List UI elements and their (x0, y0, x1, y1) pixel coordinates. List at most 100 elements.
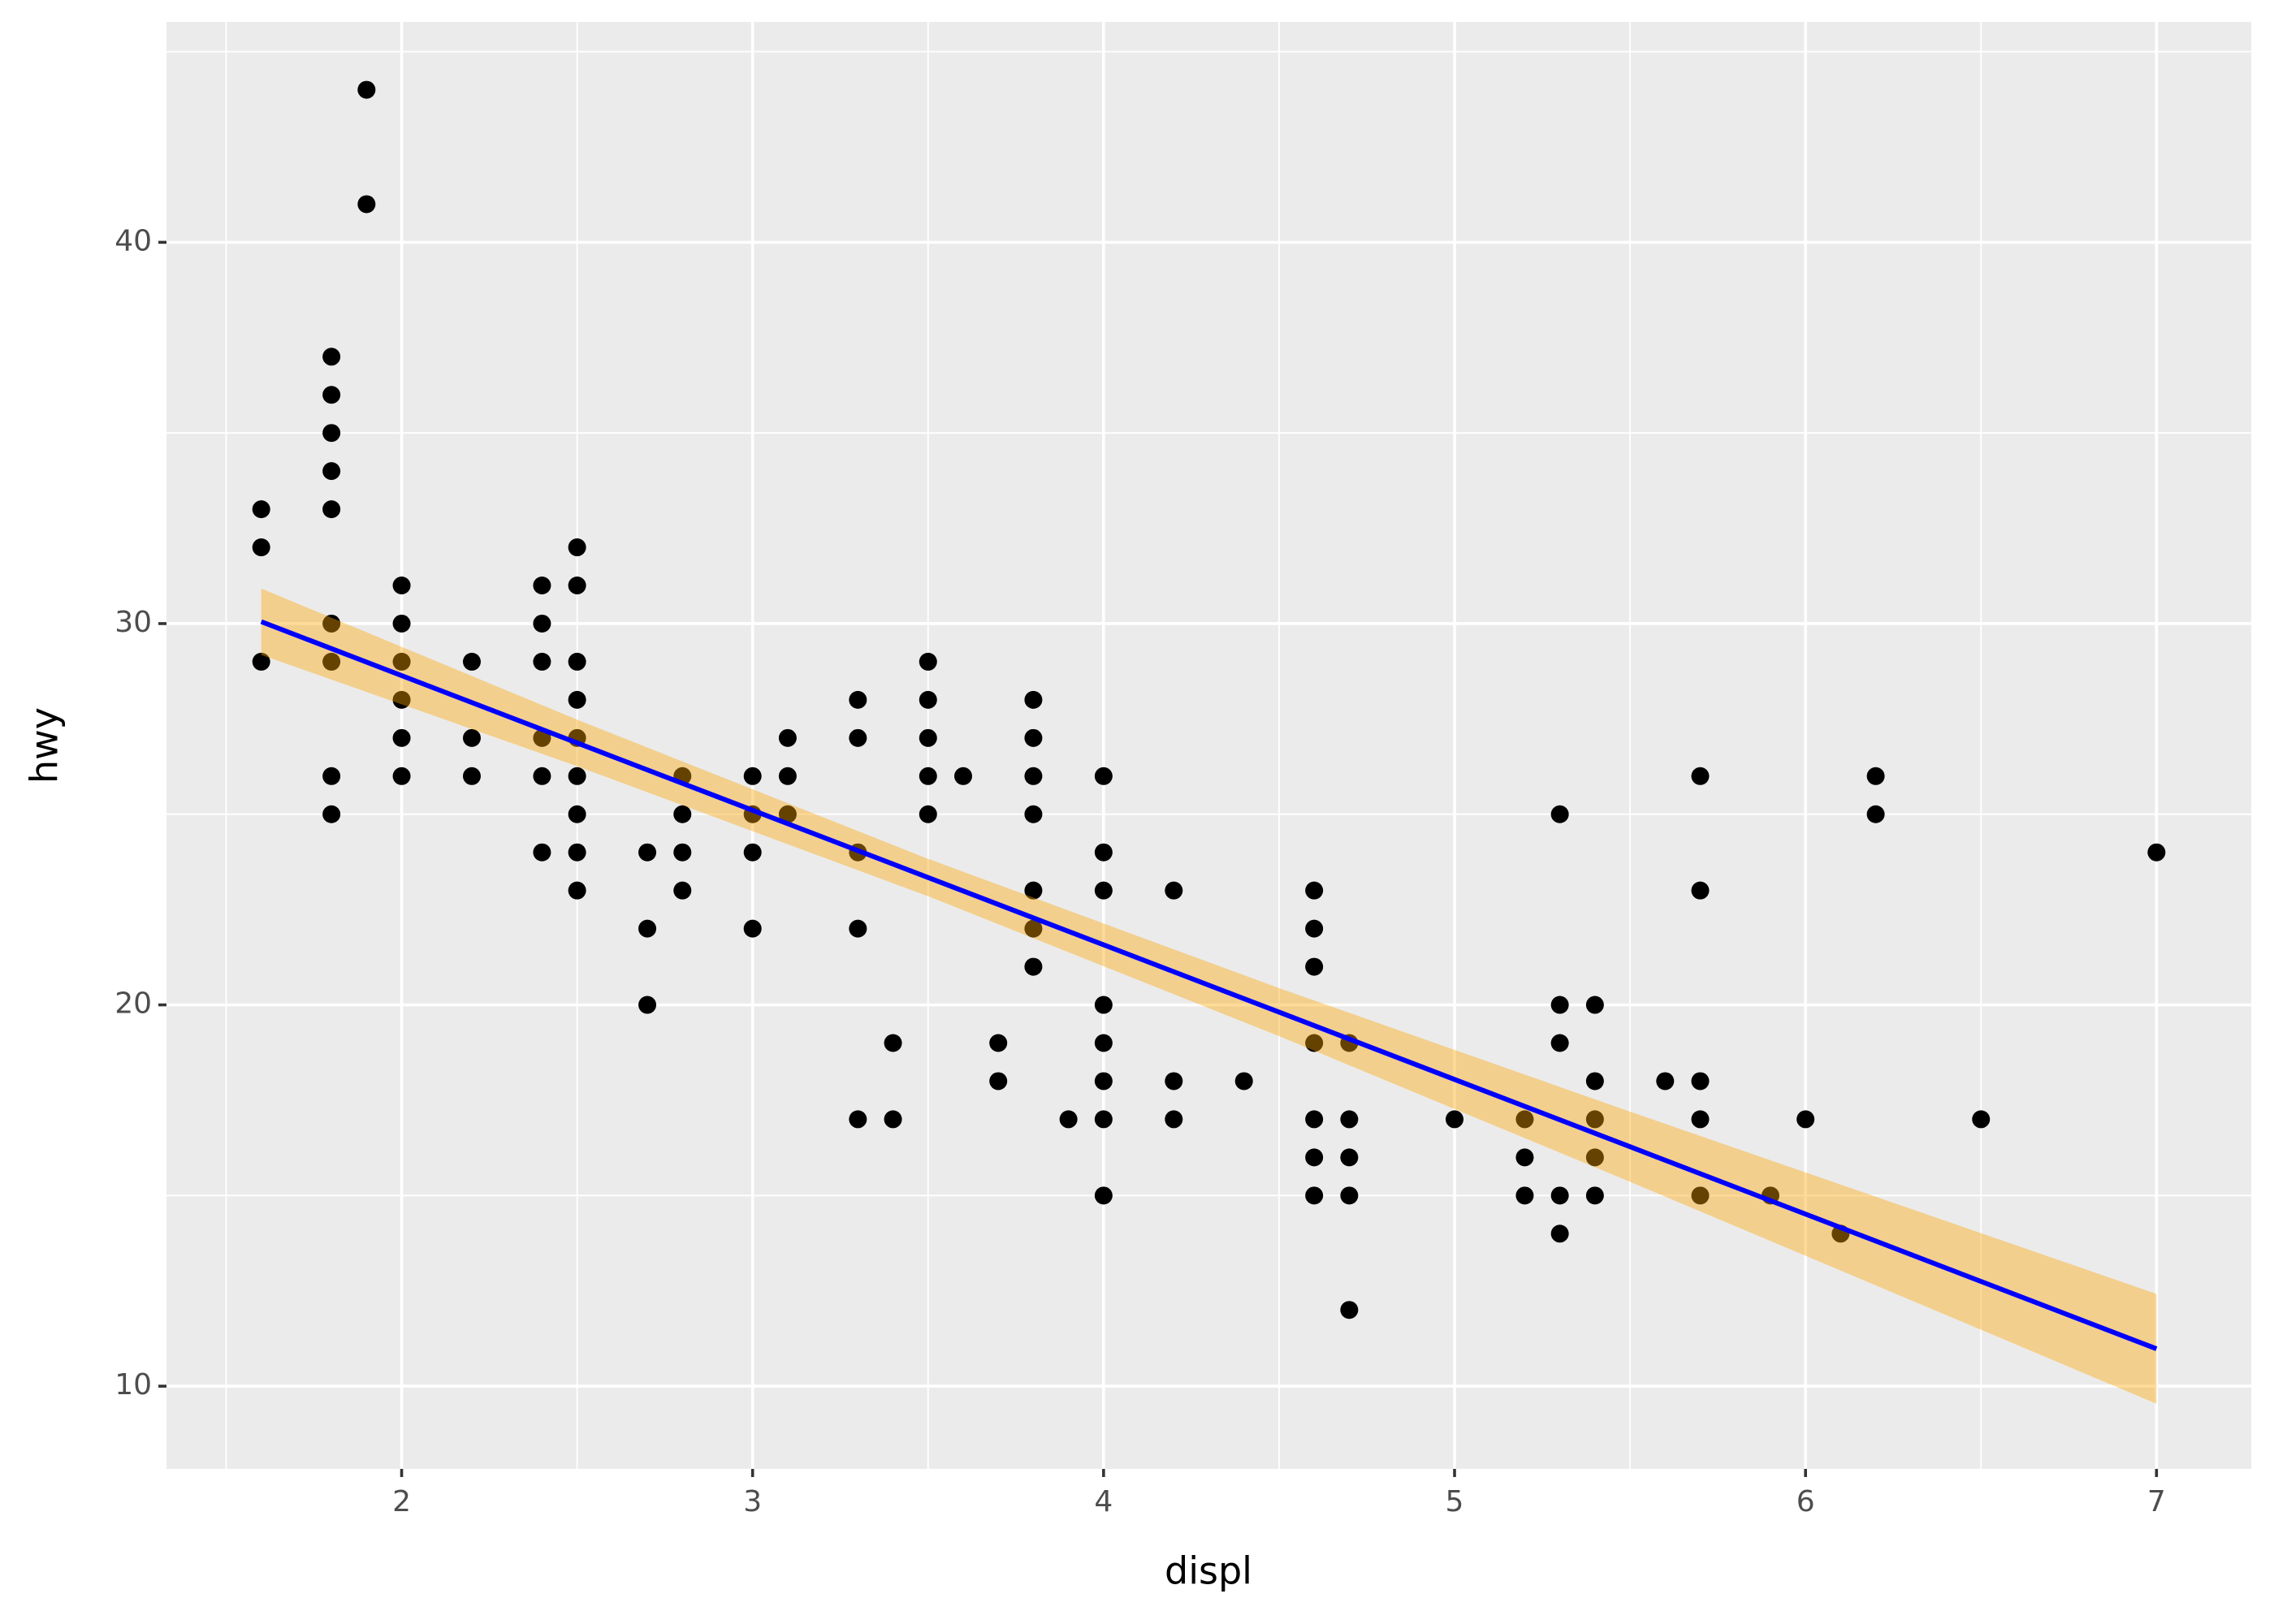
point (392, 577, 411, 595)
point (392, 767, 411, 785)
point (1024, 805, 1043, 823)
point (919, 690, 937, 709)
point (673, 805, 692, 823)
x-tick-label: 3 (743, 1485, 762, 1518)
point (357, 80, 376, 99)
y-tick-label: 20 (115, 987, 152, 1021)
point (322, 348, 341, 366)
point (1305, 919, 1324, 938)
point (919, 805, 937, 823)
point (849, 1110, 867, 1129)
point (357, 195, 376, 214)
point (1691, 1072, 1710, 1091)
point (322, 424, 341, 443)
point (1585, 1110, 1604, 1129)
point (568, 690, 586, 709)
panel (166, 22, 2251, 1469)
point (1305, 1186, 1324, 1205)
point (322, 386, 341, 404)
point (919, 767, 937, 785)
confidence-band (261, 588, 2157, 1404)
point (322, 652, 341, 671)
point (1656, 1072, 1675, 1091)
point (743, 767, 762, 785)
point (568, 881, 586, 900)
point (1550, 805, 1569, 823)
point (1059, 1110, 1078, 1129)
point (1515, 1148, 1534, 1167)
point (1340, 1110, 1359, 1129)
point (322, 500, 341, 519)
point (392, 614, 411, 633)
point (568, 843, 586, 862)
point (743, 919, 762, 938)
fit-line (260, 619, 2158, 1351)
point (568, 538, 586, 557)
point (2147, 843, 2166, 862)
point (1024, 881, 1043, 900)
point (322, 805, 341, 823)
point (1094, 1072, 1113, 1091)
y-axis-title: hwy (23, 707, 67, 784)
point (1691, 881, 1710, 900)
point (1972, 1110, 1991, 1129)
point (1305, 881, 1324, 900)
point (778, 728, 797, 747)
point (533, 577, 551, 595)
point (1024, 767, 1043, 785)
point (322, 614, 341, 633)
point (1340, 1148, 1359, 1167)
point (638, 996, 657, 1014)
point (1165, 881, 1183, 900)
point (849, 919, 867, 938)
point (1094, 843, 1113, 862)
point (919, 728, 937, 747)
point (849, 728, 867, 747)
point (989, 1072, 1008, 1091)
point (1094, 767, 1113, 785)
point (322, 462, 341, 481)
point (1585, 1072, 1604, 1091)
point (1550, 1224, 1569, 1243)
point (568, 767, 586, 785)
point (1691, 767, 1710, 785)
point (568, 805, 586, 823)
x-axis-title: displ (1165, 1549, 1252, 1593)
point (1165, 1072, 1183, 1091)
point (1024, 957, 1043, 976)
point (919, 652, 937, 671)
point (673, 843, 692, 862)
point (322, 767, 341, 785)
point (778, 805, 797, 823)
point (462, 728, 481, 747)
point (778, 767, 797, 785)
point (1585, 996, 1604, 1014)
x-tick-label: 5 (1446, 1485, 1464, 1518)
point (1024, 728, 1043, 747)
point (392, 690, 411, 709)
point (1024, 919, 1043, 938)
point (1094, 1186, 1113, 1205)
point (1550, 1034, 1569, 1052)
point (849, 690, 867, 709)
point (884, 1034, 902, 1052)
y-tick-label: 40 (115, 224, 152, 257)
point (953, 767, 972, 785)
point (1305, 957, 1324, 976)
point (989, 1034, 1008, 1052)
point (1585, 1186, 1604, 1205)
point (392, 652, 411, 671)
point (884, 1110, 902, 1129)
point (1515, 1110, 1534, 1129)
point (1550, 996, 1569, 1014)
point (1340, 1301, 1359, 1320)
point (462, 652, 481, 671)
x-tick-label: 6 (1796, 1485, 1815, 1518)
point (1691, 1110, 1710, 1129)
point (568, 652, 586, 671)
x-tick-label: 4 (1094, 1485, 1113, 1518)
point (252, 652, 270, 671)
point (533, 614, 551, 633)
